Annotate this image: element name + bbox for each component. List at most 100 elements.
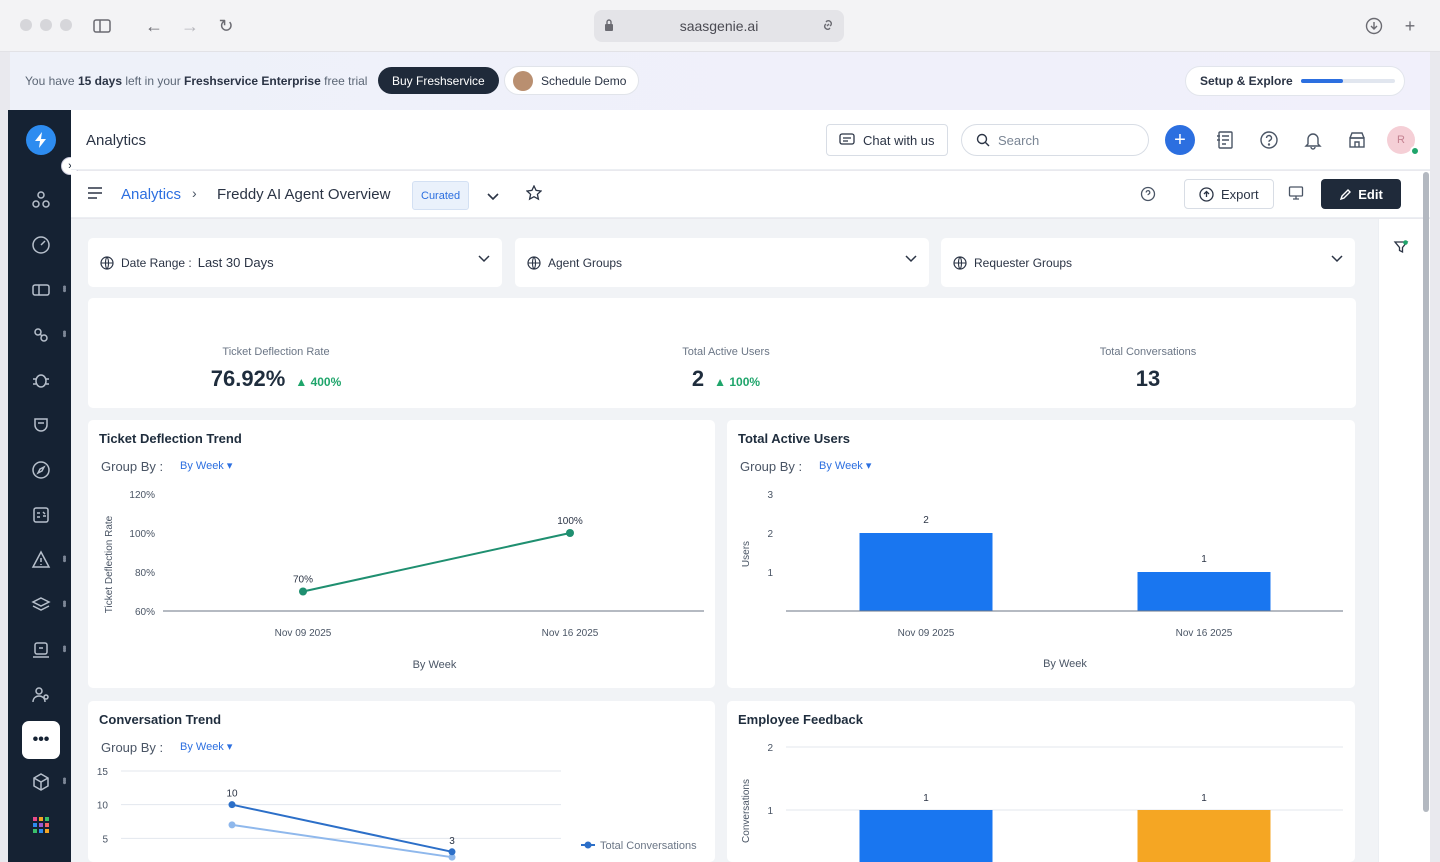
forward-arrow-icon[interactable]: → [181,15,199,36]
y-tick-label: 10 [97,801,109,812]
freshservice-logo[interactable] [26,125,56,155]
curated-badge: Curated [412,181,470,210]
x-tick-label: Nov 16 2025 [1176,628,1233,639]
data-point [448,853,456,861]
export-button[interactable]: Export [1184,179,1274,209]
data-point [566,529,574,537]
presentation-mode-icon[interactable] [1288,185,1304,206]
maximize-window-button[interactable] [60,19,72,31]
catalog-icon[interactable] [1211,126,1239,154]
vertical-scrollbar[interactable] [1423,172,1429,812]
x-tick-label: Nov 16 2025 [542,628,599,639]
breadcrumb-current: Freddy AI Agent Overview [217,186,391,203]
sidebar-item-dashboard[interactable] [30,189,52,211]
schedule-demo-button[interactable]: Schedule Demo [504,66,640,95]
search-icon [976,133,990,147]
dashboard-toolbar: Analytics › Freddy AI Agent Overview Cur… [71,171,1430,218]
address-bar[interactable]: saasgenie.ai [594,10,844,42]
series-line [231,803,453,853]
group-by-dropdown[interactable]: By Week ▾ [819,460,872,472]
breadcrumb-separator: › [192,185,197,201]
export-icon [1199,186,1214,202]
close-window-button[interactable] [20,19,32,31]
employee-feedback-card: Employee Feedback 1 2 1 1 Conversations [727,701,1355,862]
sidebar-item-reports[interactable] [30,504,52,526]
url-text: saasgenie.ai [679,18,759,34]
ticket-deflection-chart: 60% 80% 100% 120% Nov 09 2025 Nov 16 2025 By W… [104,490,704,671]
bar [1137,572,1271,611]
back-arrow-icon[interactable]: ← [145,15,163,36]
data-label: 2 [923,515,929,526]
sidebar-item-explore[interactable] [30,459,52,481]
globe-icon [527,255,541,270]
card-title: Employee Feedback [738,712,863,727]
sidebar-item-assets[interactable] [30,639,52,661]
link-icon[interactable] [820,17,836,38]
globe-icon [100,255,114,270]
info-icon[interactable] [1140,186,1156,207]
add-new-button[interactable]: + [1165,125,1195,155]
new-tab-icon[interactable]: + [1404,15,1416,36]
y-tick-label: 5 [102,834,108,845]
sidebar-item-tickets[interactable] [30,279,52,301]
favorite-star-icon[interactable] [525,184,543,206]
breadcrumb-analytics[interactable]: Analytics [121,186,182,203]
series-line [231,823,453,859]
edit-button[interactable]: Edit [1321,179,1401,209]
reload-icon[interactable]: ↻ [218,15,234,36]
x-tick-label: Nov 09 2025 [898,628,955,639]
buy-freshservice-button[interactable]: Buy Freshservice [378,67,499,94]
y-tick-label: 120% [129,490,155,501]
card-title: Conversation Trend [99,712,222,727]
group-by-dropdown[interactable]: By Week ▾ [180,741,233,753]
sidebar-item-releases[interactable] [30,414,52,436]
y-axis-title: Ticket Deflection Rate [104,515,115,613]
sidebar-toggle-icon[interactable] [90,14,114,38]
sidebar-item-problems[interactable] [30,324,52,346]
sidebar-item-cube[interactable] [30,771,52,793]
kpi-total-active-users: Total Active Users 2 ▲ 100% [682,346,770,391]
more-apps-button[interactable]: ••• [22,721,60,759]
group-by-dropdown[interactable]: By Week ▾ [180,460,233,472]
sidebar-item-bugs[interactable] [30,369,52,391]
date-range-filter[interactable]: Date Range : Last 30 Days [88,238,502,287]
marketplace-icon[interactable] [1343,126,1371,154]
setup-explore-button[interactable]: Setup & Explore [1185,66,1405,96]
pencil-icon [1340,188,1352,200]
app-grid-icon[interactable] [30,814,52,836]
sidebar-item-gauge[interactable] [30,234,52,256]
filter-icon[interactable] [1393,239,1409,260]
sidebar-item-users[interactable] [30,684,52,706]
setup-progress-bar [1300,79,1395,83]
app-header: Analytics Chat with us Search + R [71,110,1430,170]
search-input[interactable]: Search [961,124,1149,156]
y-tick-label: 1 [767,568,773,579]
employee-feedback-chart: 1 2 1 1 Conversations [741,743,1343,862]
group-by-label: Group By : [740,459,803,474]
chat-with-us-button[interactable]: Chat with us [826,124,948,156]
bar [859,810,993,862]
data-label: 3 [449,836,455,847]
help-icon[interactable] [1255,126,1283,154]
bar [859,533,993,611]
download-icon[interactable] [1362,14,1386,38]
sidebar-item-alerts[interactable] [30,549,52,571]
menu-icon[interactable] [87,186,103,205]
dashboard-dropdown-chevron-icon[interactable] [487,188,499,206]
sidebar-item-layers[interactable] [30,594,52,616]
minimize-window-button[interactable] [40,19,52,31]
notification-bell-icon[interactable] [1299,126,1327,154]
y-tick-label: 2 [767,529,773,540]
x-axis-title: By Week [1043,658,1087,670]
data-point [448,848,456,856]
requester-groups-filter[interactable]: Requester Groups [941,238,1355,287]
agent-groups-filter[interactable]: Agent Groups [515,238,929,287]
ticket-deflection-trend-card: Ticket Deflection Trend Group By : By We… [88,420,715,688]
data-label: 1 [1201,793,1207,804]
y-tick-label: 15 [97,767,109,778]
total-active-users-card: Total Active Users Group By : By Week ▾ … [727,420,1355,688]
page-title: Analytics [86,132,147,149]
right-filter-panel [1378,219,1430,862]
data-point [228,801,236,809]
series-line [302,532,571,593]
